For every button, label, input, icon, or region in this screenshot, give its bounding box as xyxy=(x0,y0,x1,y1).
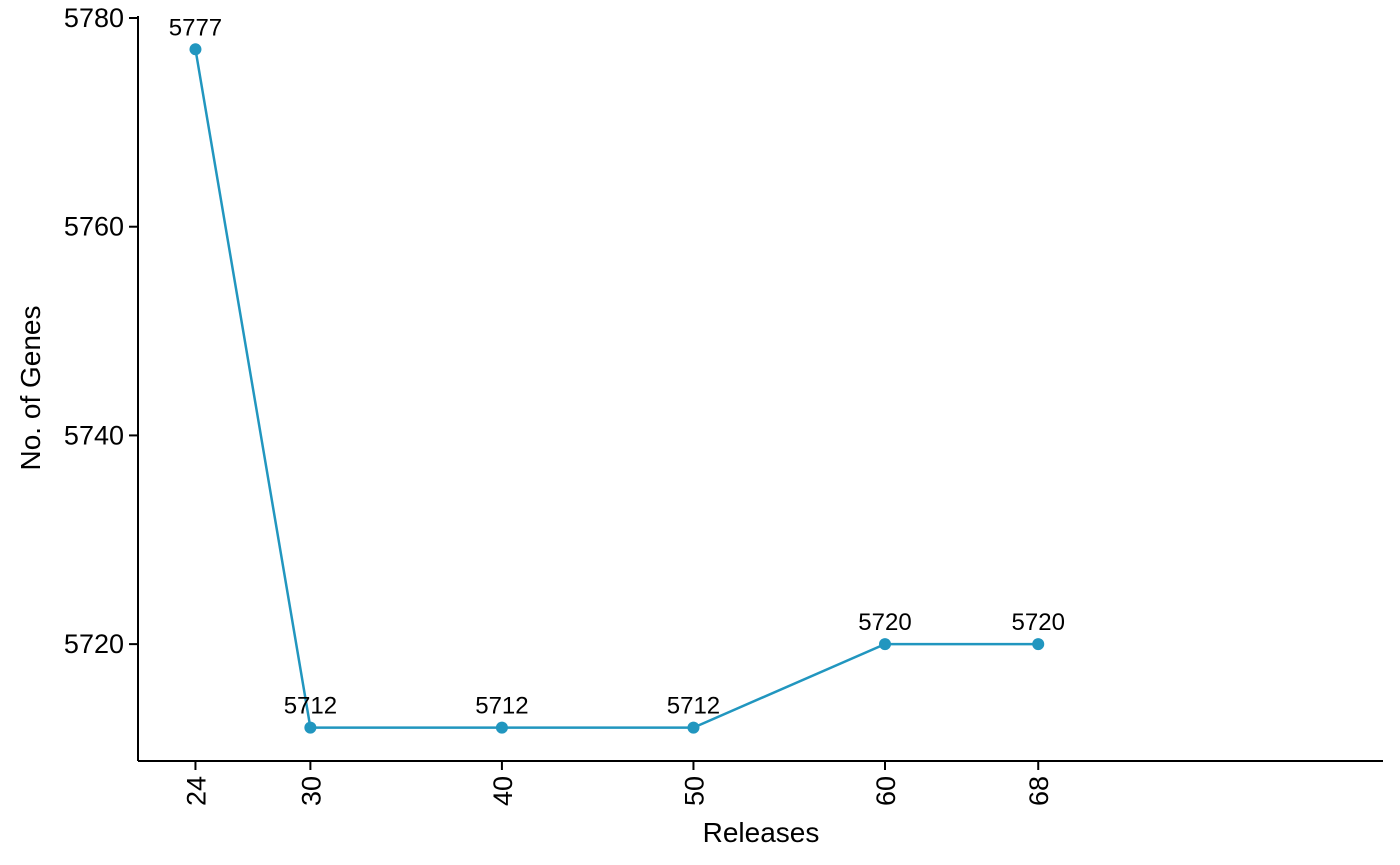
data-point xyxy=(495,721,508,734)
y-tick-label: 5720 xyxy=(64,629,124,659)
y-tick-label: 5760 xyxy=(64,212,124,242)
data-label: 5720 xyxy=(1012,609,1065,636)
data-label: 5712 xyxy=(284,693,337,720)
x-tick-label: 24 xyxy=(181,776,211,806)
x-tick-label: 30 xyxy=(296,776,326,806)
x-tick-label: 68 xyxy=(1024,776,1054,806)
y-tick-label: 5740 xyxy=(64,420,124,450)
x-tick-label: 40 xyxy=(488,776,518,806)
y-tick-label: 5780 xyxy=(64,3,124,33)
y-axis-title: No. of Genes xyxy=(15,306,46,471)
data-point xyxy=(304,721,317,734)
series-line xyxy=(194,49,1039,729)
data-label: 5712 xyxy=(475,693,528,720)
data-label: 5712 xyxy=(667,693,720,720)
series-layer xyxy=(189,43,1045,734)
data-label-layer: 5777 5712 5712 5712 5720 5720 xyxy=(169,14,1065,719)
x-tick-label: 60 xyxy=(871,776,901,806)
data-label: 5720 xyxy=(858,609,911,636)
data-label: 5777 xyxy=(169,14,222,41)
x-axis: 24 30 40 50 60 68 xyxy=(138,760,1383,806)
x-tick-label: 50 xyxy=(679,776,709,806)
y-axis: 5720 5740 5760 5780 xyxy=(64,3,139,761)
data-point xyxy=(189,43,202,56)
data-point xyxy=(879,638,891,651)
data-point xyxy=(1032,638,1045,651)
data-point xyxy=(687,721,700,734)
x-axis-title: Releases xyxy=(703,817,820,848)
